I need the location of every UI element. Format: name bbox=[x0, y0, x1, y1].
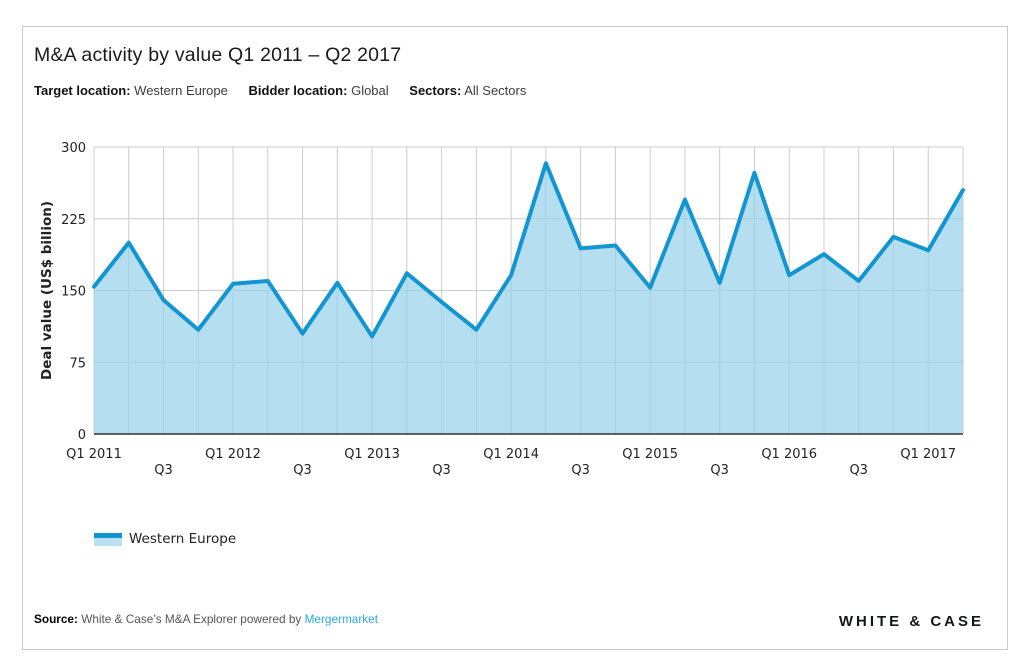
source-label: Source: bbox=[34, 612, 78, 626]
legend-label: Western Europe bbox=[129, 531, 237, 547]
sectors-value: All Sectors bbox=[464, 83, 527, 98]
sectors-group: Sectors: All Sectors bbox=[409, 83, 526, 98]
x-axis-tick-label: Q3 bbox=[432, 463, 451, 478]
x-axis-tick-label: Q3 bbox=[293, 463, 312, 478]
series-area-western-europe bbox=[94, 163, 963, 434]
x-axis-tick-label: Q1 2012 bbox=[205, 447, 261, 462]
x-axis-tick-label: Q1 2011 bbox=[66, 447, 122, 462]
chart-card: M&A activity by value Q1 2011 – Q2 2017 … bbox=[22, 26, 1008, 650]
y-axis-title: Deal value (US$ billion) bbox=[39, 201, 55, 380]
target-location-label: Target location: bbox=[34, 83, 131, 98]
filter-summary: Target location: Western Europe Bidder l… bbox=[34, 83, 543, 98]
source-text: White & Case’s M&A Explorer powered by bbox=[81, 612, 302, 626]
x-axis-tick-label: Q1 2017 bbox=[900, 447, 956, 462]
x-axis-tick-label: Q1 2015 bbox=[622, 447, 678, 462]
x-axis-tick-label: Q1 2013 bbox=[344, 447, 400, 462]
x-axis-tick-label: Q3 bbox=[710, 463, 729, 478]
bidder-location-label: Bidder location: bbox=[248, 83, 348, 98]
x-axis-tick-label: Q3 bbox=[571, 463, 590, 478]
target-location-value: Western Europe bbox=[134, 83, 228, 98]
sectors-label: Sectors: bbox=[409, 83, 462, 98]
y-axis-tick-label: 0 bbox=[78, 428, 86, 443]
series-line-western-europe bbox=[92, 161, 965, 339]
x-axis-tick-label: Q3 bbox=[849, 463, 868, 478]
legend-swatch-icon bbox=[94, 532, 122, 546]
legend-swatch-fill bbox=[94, 537, 122, 546]
bidder-location-value: Global bbox=[351, 83, 389, 98]
chart-title: M&A activity by value Q1 2011 – Q2 2017 bbox=[34, 44, 402, 66]
y-axis-tick-label: 75 bbox=[69, 356, 86, 371]
y-axis-tick-label: 300 bbox=[61, 141, 86, 156]
source-attribution: Source: White & Case’s M&A Explorer powe… bbox=[34, 612, 378, 626]
area-chart: 0 75 150 225 300 Q1 2011 Q3 Q1 2012 Q3 Q1 2013 Q3 Q… bbox=[39, 141, 965, 478]
x-axis-tick-label: Q1 2014 bbox=[483, 447, 539, 462]
legend-item-western-europe[interactable]: Western Europe bbox=[94, 531, 236, 547]
target-location-group: Target location: Western Europe bbox=[34, 83, 232, 98]
y-axis-tick-label: 150 bbox=[61, 285, 86, 300]
mergermarket-link[interactable]: Mergermarket bbox=[304, 612, 378, 626]
bidder-location-group: Bidder location: Global bbox=[249, 83, 393, 98]
white-and-case-logo: WHITE & CASE bbox=[838, 613, 984, 630]
y-axis-tick-label: 225 bbox=[61, 213, 86, 228]
legend-swatch-line bbox=[94, 532, 122, 538]
x-axis-tick-label: Q1 2016 bbox=[761, 447, 817, 462]
x-axis-tick-label: Q3 bbox=[154, 463, 173, 478]
